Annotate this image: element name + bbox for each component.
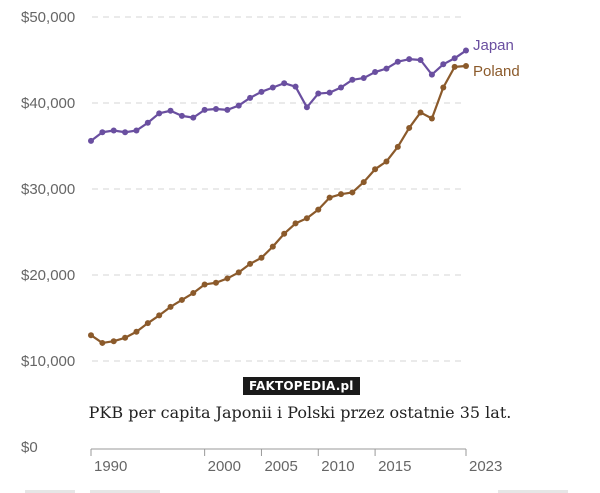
data-point bbox=[133, 127, 140, 134]
data-point bbox=[394, 143, 401, 150]
data-point bbox=[269, 243, 276, 250]
data-point bbox=[315, 90, 322, 97]
legend-labels: Japan Poland bbox=[473, 37, 520, 80]
data-point bbox=[190, 290, 197, 297]
data-point bbox=[372, 69, 379, 76]
data-point bbox=[292, 83, 299, 90]
y-tick-label: $40,000 bbox=[21, 95, 75, 112]
y-tick-label: $0 bbox=[21, 439, 38, 456]
data-point bbox=[360, 179, 367, 186]
data-point bbox=[360, 75, 367, 82]
data-point bbox=[315, 206, 322, 213]
data-point bbox=[224, 106, 231, 113]
y-tick-label: $20,000 bbox=[21, 267, 75, 284]
watermark-badge: FAKTOPEDIA.pl bbox=[243, 377, 360, 395]
data-point bbox=[451, 55, 458, 62]
data-point bbox=[144, 320, 151, 327]
data-point bbox=[224, 275, 231, 282]
data-point bbox=[303, 104, 310, 111]
data-point bbox=[417, 57, 424, 63]
data-point bbox=[156, 312, 163, 319]
data-point bbox=[258, 88, 265, 95]
data-point bbox=[326, 194, 333, 201]
data-point bbox=[110, 338, 117, 345]
data-point bbox=[349, 76, 356, 83]
series-line bbox=[90, 49, 467, 142]
x-tick-label: 2000 bbox=[208, 458, 241, 475]
data-point bbox=[451, 63, 458, 70]
y-tick-label: $30,000 bbox=[21, 181, 75, 198]
data-point bbox=[281, 80, 288, 87]
data-point bbox=[383, 158, 390, 165]
data-point bbox=[326, 89, 333, 96]
data-point bbox=[99, 129, 106, 136]
data-point bbox=[190, 114, 197, 121]
data-point bbox=[122, 129, 129, 136]
y-axis-ticks: $0 $10,000 $20,000 $30,000 $40,000 $50,000 bbox=[21, 9, 75, 456]
data-point bbox=[440, 84, 447, 91]
data-point bbox=[428, 115, 435, 122]
data-point bbox=[110, 127, 117, 134]
data-point bbox=[463, 47, 469, 54]
data-point bbox=[406, 56, 413, 63]
data-point bbox=[394, 58, 401, 65]
x-tick-label: 2015 bbox=[378, 458, 411, 475]
data-point bbox=[88, 137, 94, 144]
data-point bbox=[133, 328, 140, 335]
data-point bbox=[258, 254, 265, 261]
data-point bbox=[338, 191, 344, 198]
data-point bbox=[122, 334, 129, 341]
data-point bbox=[88, 332, 94, 339]
data-point bbox=[167, 107, 174, 114]
x-tick-label: 2023 bbox=[469, 458, 502, 475]
legend-label-japan: Japan bbox=[473, 37, 514, 54]
data-point bbox=[144, 119, 151, 126]
bottom-strip-segment bbox=[498, 490, 568, 493]
data-point bbox=[440, 61, 447, 68]
data-point bbox=[292, 220, 299, 227]
data-point bbox=[406, 124, 413, 131]
data-point bbox=[247, 94, 254, 101]
data-point bbox=[303, 215, 310, 222]
data-point bbox=[213, 279, 219, 286]
x-tick-label: 2010 bbox=[321, 458, 354, 475]
bottom-strip-segment bbox=[90, 490, 160, 493]
data-point bbox=[428, 71, 435, 78]
data-point bbox=[99, 339, 106, 346]
series-japan bbox=[88, 47, 469, 144]
data-point bbox=[178, 296, 185, 303]
data-point bbox=[269, 84, 276, 91]
y-tick-label: $50,000 bbox=[21, 9, 75, 26]
data-point bbox=[372, 166, 379, 173]
series-line bbox=[90, 64, 467, 345]
data-point bbox=[247, 260, 254, 267]
data-point bbox=[201, 281, 208, 288]
series-lines bbox=[88, 47, 469, 346]
data-point bbox=[156, 110, 163, 117]
data-point bbox=[281, 230, 288, 237]
data-point bbox=[338, 84, 344, 91]
x-axis: 1990 2000 2005 2010 2015 2023 bbox=[90, 448, 502, 475]
data-point bbox=[167, 303, 174, 310]
x-tick-label: 1990 bbox=[94, 458, 127, 475]
data-point bbox=[417, 109, 424, 116]
data-point bbox=[235, 269, 242, 276]
data-point bbox=[349, 189, 356, 196]
data-point bbox=[235, 102, 242, 109]
y-tick-label: $10,000 bbox=[21, 353, 75, 370]
data-point bbox=[178, 112, 185, 119]
data-point bbox=[463, 63, 469, 70]
data-point bbox=[201, 106, 208, 113]
grid-lines bbox=[92, 16, 462, 362]
x-tick-label: 2005 bbox=[264, 458, 297, 475]
caption-text: PKB per capita Japonii i Polski przez os… bbox=[88, 403, 512, 422]
bottom-strip bbox=[0, 488, 600, 493]
series-poland bbox=[88, 63, 469, 346]
data-point bbox=[213, 106, 219, 113]
data-point bbox=[383, 65, 390, 72]
legend-label-poland: Poland bbox=[473, 63, 520, 80]
bottom-strip-segment bbox=[25, 490, 75, 493]
